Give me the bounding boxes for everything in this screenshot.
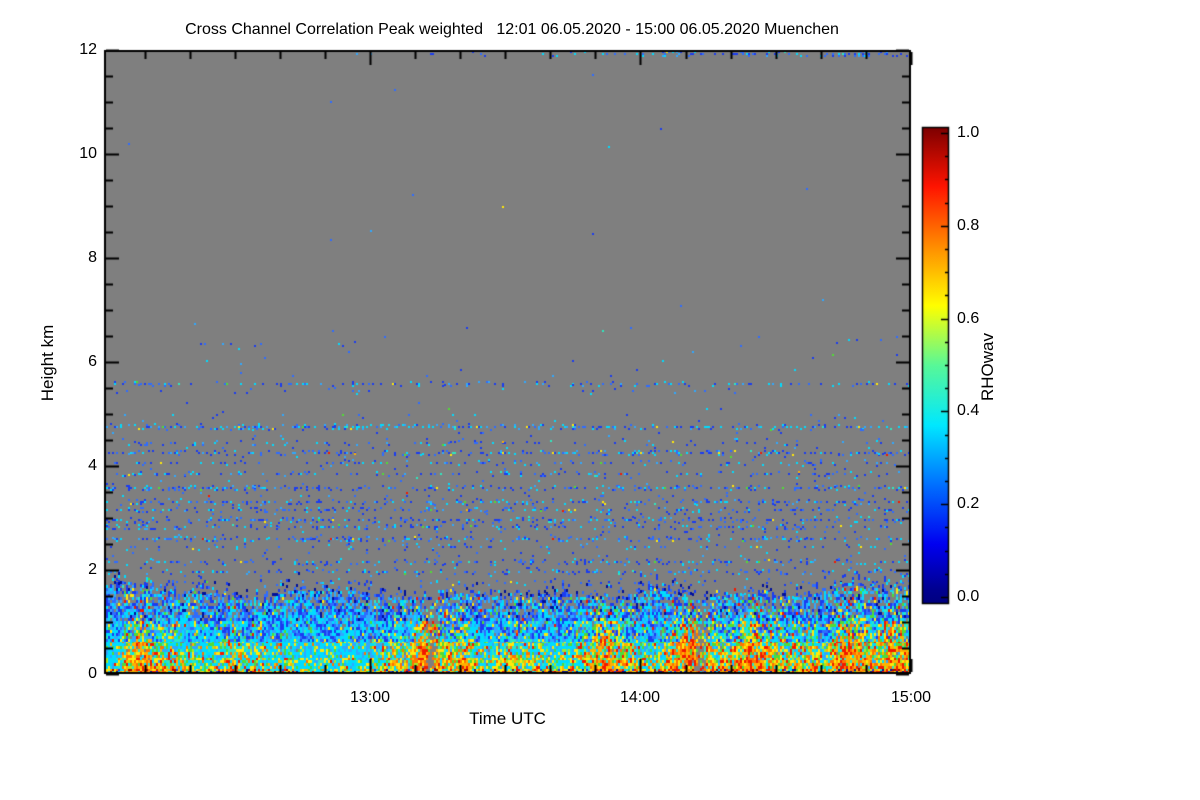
y-tick-label: 10 <box>79 145 97 162</box>
y-tick-label: 4 <box>88 457 97 474</box>
colorbar-tick-label: 1.0 <box>957 124 980 141</box>
y-tick-label: 8 <box>88 249 97 266</box>
y-tick-label: 6 <box>88 353 97 370</box>
x-tick-label: 14:00 <box>619 689 661 706</box>
colorbar-tick-label: 0.0 <box>957 588 980 605</box>
x-tick-label: 13:00 <box>349 689 391 706</box>
chart-title: Cross Channel Correlation Peak weighted … <box>185 21 839 38</box>
colorbar-tick-label: 0.2 <box>957 495 980 512</box>
colorbar-tick-label: 0.4 <box>957 402 980 419</box>
colorbar-tick-label: 0.8 <box>957 217 980 234</box>
y-tick-label: 2 <box>88 561 97 578</box>
x-tick-label: 15:00 <box>890 689 932 706</box>
y-tick-label: 12 <box>79 41 97 58</box>
colorbar-tick-label: 0.6 <box>957 310 980 327</box>
x-axis-label: Time UTC <box>469 709 546 728</box>
y-tick-label: 0 <box>88 665 97 682</box>
